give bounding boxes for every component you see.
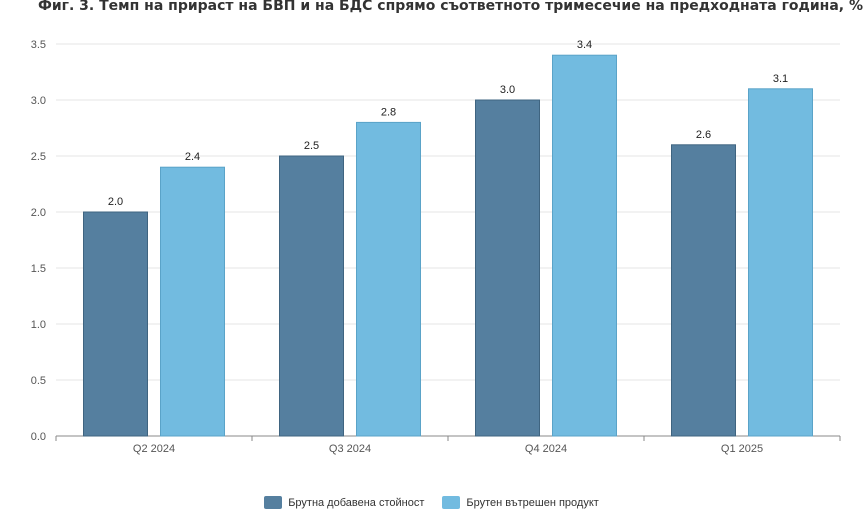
bar[interactable]	[475, 99, 540, 437]
data-label: 2.0	[108, 196, 123, 208]
data-label: 2.8	[381, 106, 396, 118]
chart-legend: Брутна добавена стойност Брутен вътрешен…	[0, 496, 863, 509]
y-tick-label: 1.5	[31, 263, 46, 275]
data-label: 2.6	[696, 129, 711, 141]
bar[interactable]	[160, 166, 225, 437]
y-tick-label: 1.0	[31, 319, 46, 331]
x-tick-label: Q4 2024	[525, 443, 567, 455]
legend-label-gdp: Брутен вътрешен продукт	[466, 496, 599, 509]
y-tick-label: 2.0	[31, 207, 46, 219]
legend-label-gva: Брутна добавена стойност	[288, 496, 425, 509]
y-tick-label: 0.0	[31, 431, 46, 443]
bar[interactable]	[279, 155, 344, 437]
legend-swatch-gva	[264, 496, 283, 509]
data-label: 3.0	[500, 84, 515, 96]
y-tick-label: 2.5	[31, 151, 46, 163]
legend-swatch-gdp	[442, 496, 461, 509]
legend-item-gva[interactable]: Брутна добавена стойност	[264, 496, 424, 509]
x-tick-label: Q2 2024	[133, 443, 175, 455]
data-label: 3.4	[577, 39, 592, 51]
bar[interactable]	[748, 88, 813, 437]
y-tick-label: 0.5	[31, 375, 46, 387]
x-tick-label: Q1 2025	[721, 443, 763, 455]
y-tick-label: 3.0	[31, 95, 46, 107]
bar[interactable]	[552, 54, 617, 437]
bar[interactable]	[671, 144, 736, 437]
data-label: 2.4	[185, 151, 200, 163]
legend-item-gdp[interactable]: Брутен вътрешен продукт	[442, 496, 599, 509]
y-tick-label: 3.5	[31, 39, 46, 51]
x-tick-label: Q3 2024	[329, 443, 371, 455]
bar[interactable]	[356, 121, 421, 437]
bar[interactable]	[83, 211, 148, 437]
data-label: 2.5	[304, 140, 319, 152]
data-label: 3.1	[773, 73, 788, 85]
chart-title: Фиг. 3. Темп на прираст на БВП и на БДС …	[37, 0, 863, 14]
